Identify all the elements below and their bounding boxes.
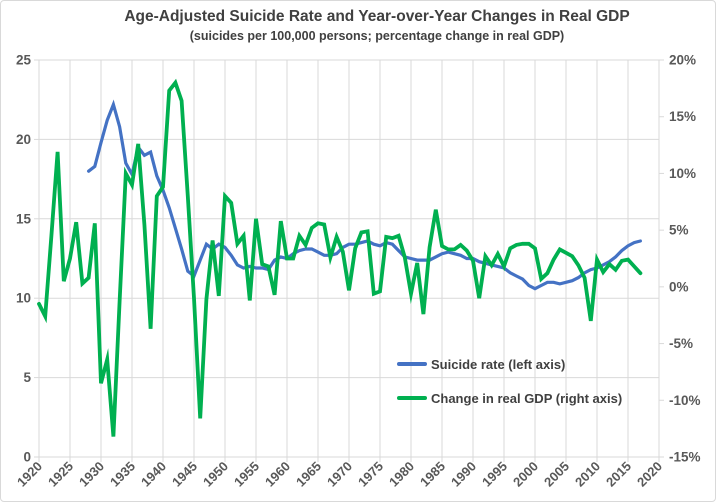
gdp-change-legend-label: Change in real GDP (right axis) — [431, 390, 623, 406]
gdp-change-line — [37, 78, 643, 437]
legend: Suicide rate (left axis) Change in real … — [397, 355, 622, 423]
x-axis-label: 1975 — [355, 459, 386, 490]
left-axis-label: 20 — [16, 132, 31, 147]
x-axis-label: 1950 — [200, 459, 231, 490]
right-axis-label: 0% — [669, 279, 689, 294]
x-axis-label: 1980 — [386, 459, 417, 490]
chart-subtitle: (suicides per 100,000 persons; percentag… — [189, 29, 565, 43]
right-axis-label: -10% — [669, 393, 701, 408]
x-axis-label: 1945 — [169, 459, 200, 490]
x-axis-label: 1970 — [324, 459, 355, 490]
x-axis-label: 2010 — [572, 459, 603, 490]
left-axis-label: 15 — [16, 211, 32, 226]
x-axis-label: 1955 — [231, 459, 262, 490]
x-axis-label: 1965 — [293, 459, 324, 490]
x-axis-label: 1960 — [262, 459, 293, 490]
x-axis-label: 2005 — [541, 459, 572, 490]
right-axis-label: -5% — [669, 336, 693, 351]
x-axis-label: 2020 — [634, 459, 665, 490]
x-axis-label: 1935 — [107, 459, 138, 490]
right-axis-label: 10% — [669, 166, 696, 181]
left-axis-label: 25 — [16, 53, 32, 68]
right-axis-label: -15% — [669, 450, 701, 465]
x-axis-label: 1990 — [448, 459, 479, 490]
gdp-change-legend-swatch — [397, 396, 427, 400]
x-axis-label: 2015 — [603, 459, 634, 490]
chart-title: Age-Adjusted Suicide Rate and Year-over-… — [124, 8, 630, 25]
left-axis-label: 0 — [23, 450, 31, 465]
x-axis-label: 1995 — [479, 459, 510, 490]
right-axis-label: 15% — [669, 109, 696, 124]
plot-border — [38, 59, 660, 458]
left-axis-label: 5 — [23, 370, 31, 385]
x-axis-label: 1925 — [45, 459, 76, 490]
legend-item-suicide-rate: Suicide rate (left axis) — [397, 355, 622, 373]
right-axis-label: 5% — [669, 223, 689, 238]
x-axis-label: 1985 — [417, 459, 448, 490]
x-axis-label: 1940 — [138, 459, 169, 490]
suicide-rate-line — [86, 99, 643, 291]
left-axis-label: 10 — [16, 291, 31, 306]
x-axis-label: 2000 — [510, 459, 541, 490]
right-axis-label: 20% — [669, 53, 696, 68]
suicide-rate-legend-swatch — [397, 362, 427, 366]
legend-item-gdp-change: Change in real GDP (right axis) — [397, 389, 622, 407]
suicide-rate-legend-label: Suicide rate (left axis) — [431, 356, 566, 372]
x-axis-label: 1930 — [76, 459, 107, 490]
